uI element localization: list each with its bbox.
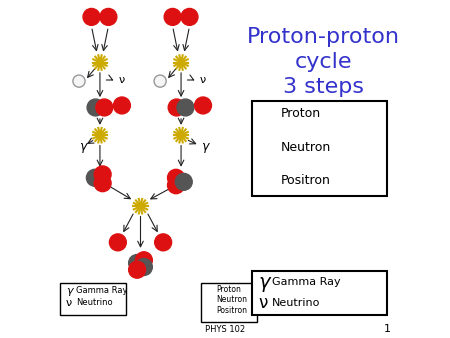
Circle shape: [129, 255, 145, 271]
Text: ν: ν: [66, 297, 72, 308]
Circle shape: [202, 285, 213, 295]
Circle shape: [256, 104, 274, 123]
Circle shape: [83, 8, 100, 25]
Text: Proton: Proton: [281, 107, 321, 120]
Circle shape: [135, 252, 153, 269]
Text: ν: ν: [200, 75, 206, 85]
Circle shape: [256, 138, 274, 156]
Text: ν: ν: [118, 75, 125, 85]
Circle shape: [73, 75, 85, 87]
Circle shape: [109, 234, 126, 251]
Bar: [201, 283, 257, 322]
Circle shape: [194, 97, 212, 114]
Bar: [60, 283, 126, 315]
Text: γ: γ: [79, 140, 86, 152]
Circle shape: [168, 99, 185, 116]
Circle shape: [155, 234, 171, 251]
Circle shape: [202, 295, 213, 305]
Text: γ: γ: [201, 140, 209, 152]
Circle shape: [203, 307, 212, 315]
Circle shape: [99, 61, 101, 64]
Text: Proton-proton
cycle
3 steps: Proton-proton cycle 3 steps: [247, 27, 400, 97]
Circle shape: [180, 61, 182, 64]
Circle shape: [100, 8, 117, 25]
Text: Neutron: Neutron: [216, 295, 247, 304]
Circle shape: [129, 261, 145, 278]
Circle shape: [99, 134, 101, 137]
Circle shape: [154, 75, 166, 87]
Circle shape: [180, 134, 182, 137]
Text: Neutron: Neutron: [281, 141, 331, 153]
Text: γ: γ: [66, 286, 73, 296]
Circle shape: [167, 177, 184, 194]
Text: ν: ν: [259, 293, 268, 312]
Text: Neutrino: Neutrino: [272, 297, 321, 308]
Circle shape: [257, 173, 272, 188]
Text: γ: γ: [259, 273, 270, 292]
Circle shape: [96, 99, 113, 116]
Circle shape: [139, 205, 142, 208]
Circle shape: [94, 175, 111, 192]
Circle shape: [135, 259, 153, 275]
Circle shape: [176, 173, 192, 190]
Text: Positron: Positron: [216, 307, 247, 315]
Circle shape: [181, 8, 198, 25]
Circle shape: [177, 99, 194, 116]
Circle shape: [164, 8, 181, 25]
Circle shape: [113, 97, 130, 114]
Text: 1: 1: [383, 324, 391, 334]
Text: Neutrino: Neutrino: [76, 298, 113, 307]
Text: PHYS 102: PHYS 102: [205, 325, 245, 334]
Text: Gamma Ray: Gamma Ray: [76, 286, 128, 295]
Circle shape: [94, 166, 111, 183]
Circle shape: [167, 169, 184, 186]
Circle shape: [87, 99, 104, 116]
Bar: [252, 101, 387, 196]
Text: Positron: Positron: [281, 174, 331, 187]
Text: Proton: Proton: [216, 285, 241, 294]
Bar: [252, 271, 387, 315]
Text: Gamma Ray: Gamma Ray: [272, 277, 341, 287]
Circle shape: [86, 169, 104, 186]
